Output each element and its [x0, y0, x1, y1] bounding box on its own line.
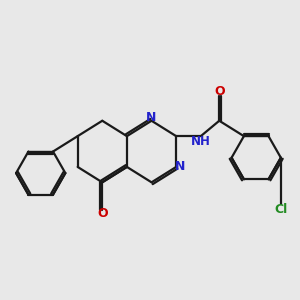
Text: NH: NH: [191, 135, 211, 148]
Text: Cl: Cl: [274, 203, 287, 216]
Text: O: O: [214, 85, 225, 98]
Text: N: N: [146, 111, 157, 124]
Text: O: O: [97, 207, 108, 220]
Text: N: N: [175, 160, 185, 173]
